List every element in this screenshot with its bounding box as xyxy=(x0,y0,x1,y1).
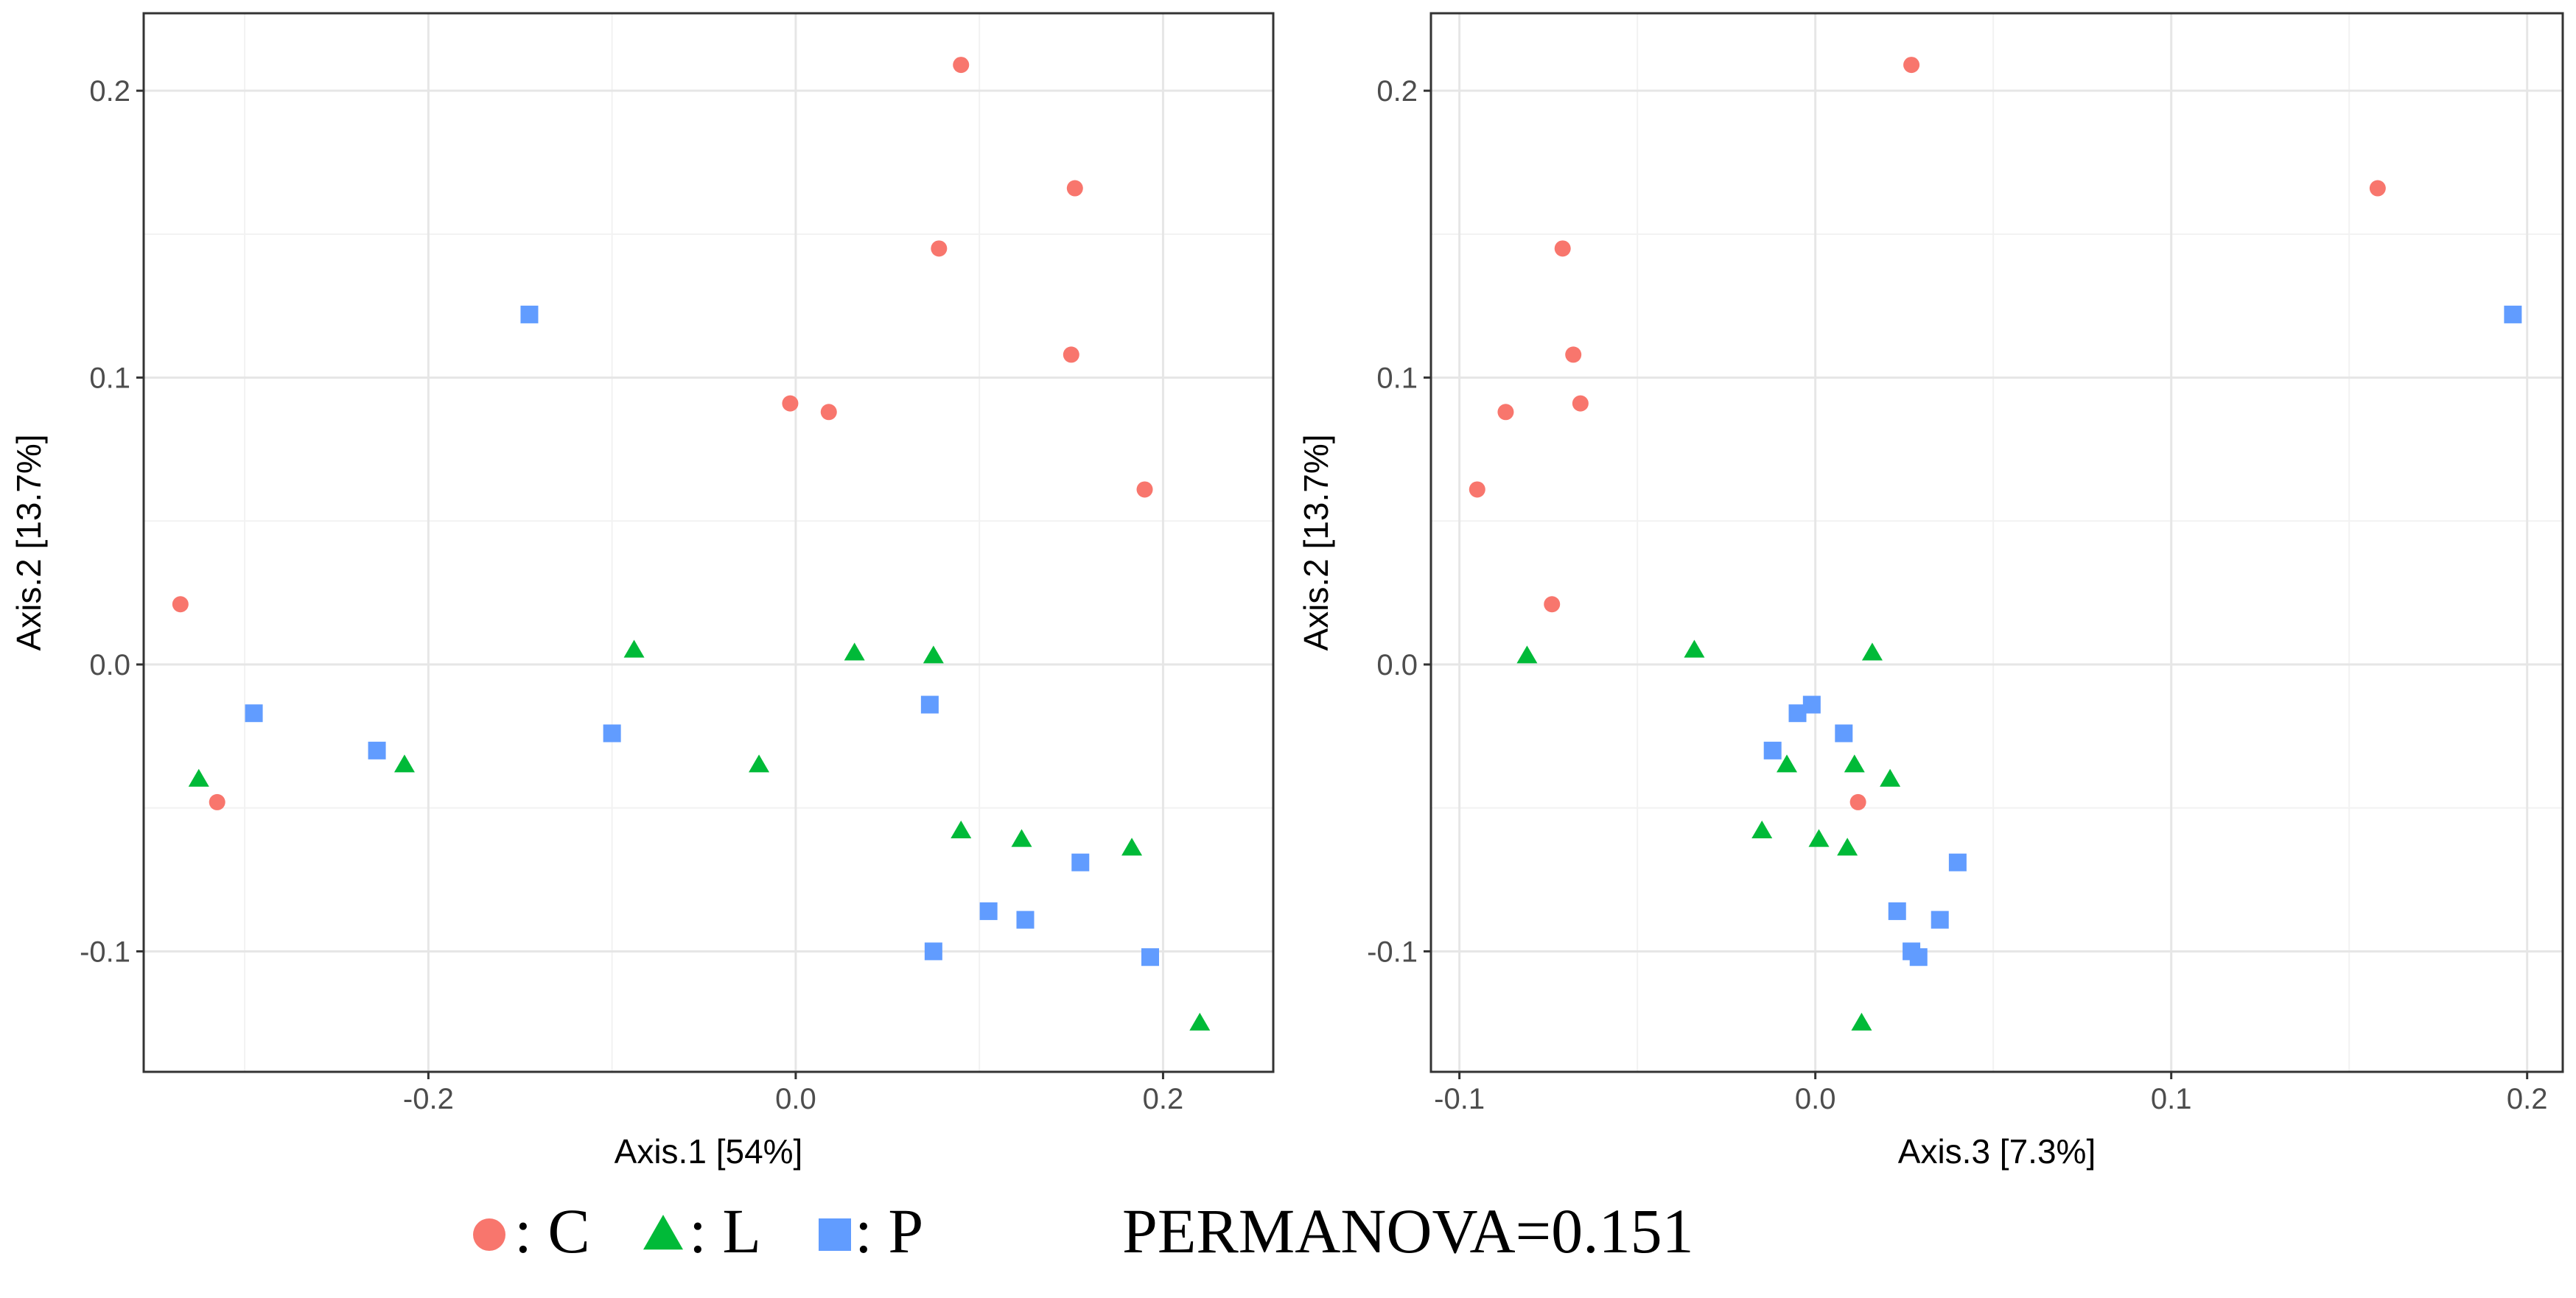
series-p xyxy=(1763,305,2522,967)
x-axis-title: Axis.1 [54%] xyxy=(615,1132,803,1171)
point-p xyxy=(979,902,998,920)
point-p xyxy=(520,305,539,323)
point-l xyxy=(1851,1012,1872,1031)
point-p xyxy=(1931,911,1949,929)
point-l xyxy=(1844,754,1865,773)
legend-label-p: : P xyxy=(855,1196,923,1266)
point-p xyxy=(1909,948,1928,967)
point-p xyxy=(1141,948,1159,967)
point-c xyxy=(931,240,948,257)
series-l xyxy=(188,639,1211,1031)
point-c xyxy=(820,404,837,421)
x-tick-label: 0.2 xyxy=(2507,1083,2548,1115)
y-tick-label: -0.1 xyxy=(1367,936,1418,968)
point-p xyxy=(924,942,942,961)
panel-border xyxy=(142,12,1275,1073)
legend: : C : L : P PERMANOVA=0.151 xyxy=(473,1196,1694,1266)
y-tick-label: 0.2 xyxy=(1376,75,1418,108)
point-l xyxy=(951,820,972,838)
point-p xyxy=(603,724,621,743)
point-l xyxy=(1121,838,1143,856)
point-c xyxy=(2369,180,2386,197)
legend-label-c: : C xyxy=(514,1196,590,1266)
point-l xyxy=(1516,645,1538,664)
y-tick-label: 0.0 xyxy=(1376,649,1418,681)
point-p xyxy=(1071,853,1090,871)
point-c xyxy=(1565,346,1582,363)
point-p xyxy=(1835,724,1853,743)
point-p xyxy=(368,741,386,759)
point-l xyxy=(749,754,770,773)
point-c xyxy=(1849,793,1866,810)
point-l xyxy=(188,768,209,787)
point-l xyxy=(1861,642,1883,661)
point-p xyxy=(920,695,939,714)
point-c xyxy=(1136,481,1153,498)
point-l xyxy=(1777,754,1798,773)
point-c xyxy=(953,57,970,74)
point-c xyxy=(1554,240,1571,257)
x-tick-label: -0.2 xyxy=(403,1083,454,1115)
y-axis-title: Axis.2 [13.7%] xyxy=(1297,434,1335,650)
x-tick-label: 0.0 xyxy=(775,1083,816,1115)
point-p xyxy=(1888,902,1906,920)
point-p xyxy=(1788,704,1807,723)
point-p xyxy=(1948,853,1967,871)
gridlines xyxy=(144,13,1273,1072)
legend-marker-l xyxy=(643,1215,683,1250)
gridlines xyxy=(1431,13,2563,1072)
point-l xyxy=(1880,768,1901,787)
point-c xyxy=(1572,395,1589,412)
x-axis-title: Axis.3 [7.3%] xyxy=(1898,1132,2096,1171)
point-c xyxy=(1063,346,1079,363)
legend-label-l: : L xyxy=(689,1196,761,1266)
x-tick-label: 0.1 xyxy=(2151,1083,2192,1115)
right-scatter-panel: -0.1 0.0 0.1 0.2 -0.1 0.0 0.1 0.2 Axis.3 [7.3%] A… xyxy=(1297,12,2564,1171)
point-p xyxy=(1016,911,1035,929)
y-axis-title: Axis.2 [13.7%] xyxy=(10,434,48,650)
point-c xyxy=(1066,180,1083,197)
point-c xyxy=(172,596,189,613)
panel-border xyxy=(1429,12,2564,1073)
series-p xyxy=(245,305,1159,967)
series-l xyxy=(1516,639,1901,1031)
point-c xyxy=(209,793,225,810)
x-tick-label: 0.2 xyxy=(1143,1083,1184,1115)
point-l xyxy=(1837,838,1858,856)
point-p xyxy=(1763,741,1782,759)
point-p xyxy=(2504,305,2522,323)
y-tick-label: 0.1 xyxy=(1376,362,1418,395)
point-l xyxy=(1189,1012,1211,1031)
y-tick-label: 0.2 xyxy=(89,75,130,108)
point-l xyxy=(844,642,865,661)
point-c xyxy=(782,395,799,412)
left-scatter-panel: -0.2 0.0 0.2 -0.1 0.0 0.1 0.2 Axis.1 [54%] Axis.… xyxy=(10,12,1275,1171)
y-tick-label: 0.0 xyxy=(89,649,130,681)
legend-marker-c xyxy=(473,1218,505,1251)
point-c xyxy=(1497,404,1514,421)
point-l xyxy=(1751,820,1773,838)
series-c xyxy=(172,57,1153,810)
series-c xyxy=(1469,57,2386,810)
y-tick-label: 0.1 xyxy=(89,362,130,395)
point-c xyxy=(1469,481,1485,498)
permanova-annotation: PERMANOVA=0.151 xyxy=(1122,1196,1694,1266)
point-l xyxy=(923,645,944,664)
x-tick-label: 0.0 xyxy=(1795,1083,1836,1115)
legend-marker-p xyxy=(819,1218,851,1251)
point-l xyxy=(1011,829,1032,847)
point-l xyxy=(1684,639,1705,658)
point-c xyxy=(1544,596,1561,613)
point-l xyxy=(1808,829,1830,847)
point-l xyxy=(623,639,645,658)
y-tick-label: -0.1 xyxy=(80,936,130,968)
point-l xyxy=(393,754,415,773)
point-c xyxy=(1903,57,1920,74)
x-tick-label: -0.1 xyxy=(1434,1083,1485,1115)
point-p xyxy=(245,704,263,723)
